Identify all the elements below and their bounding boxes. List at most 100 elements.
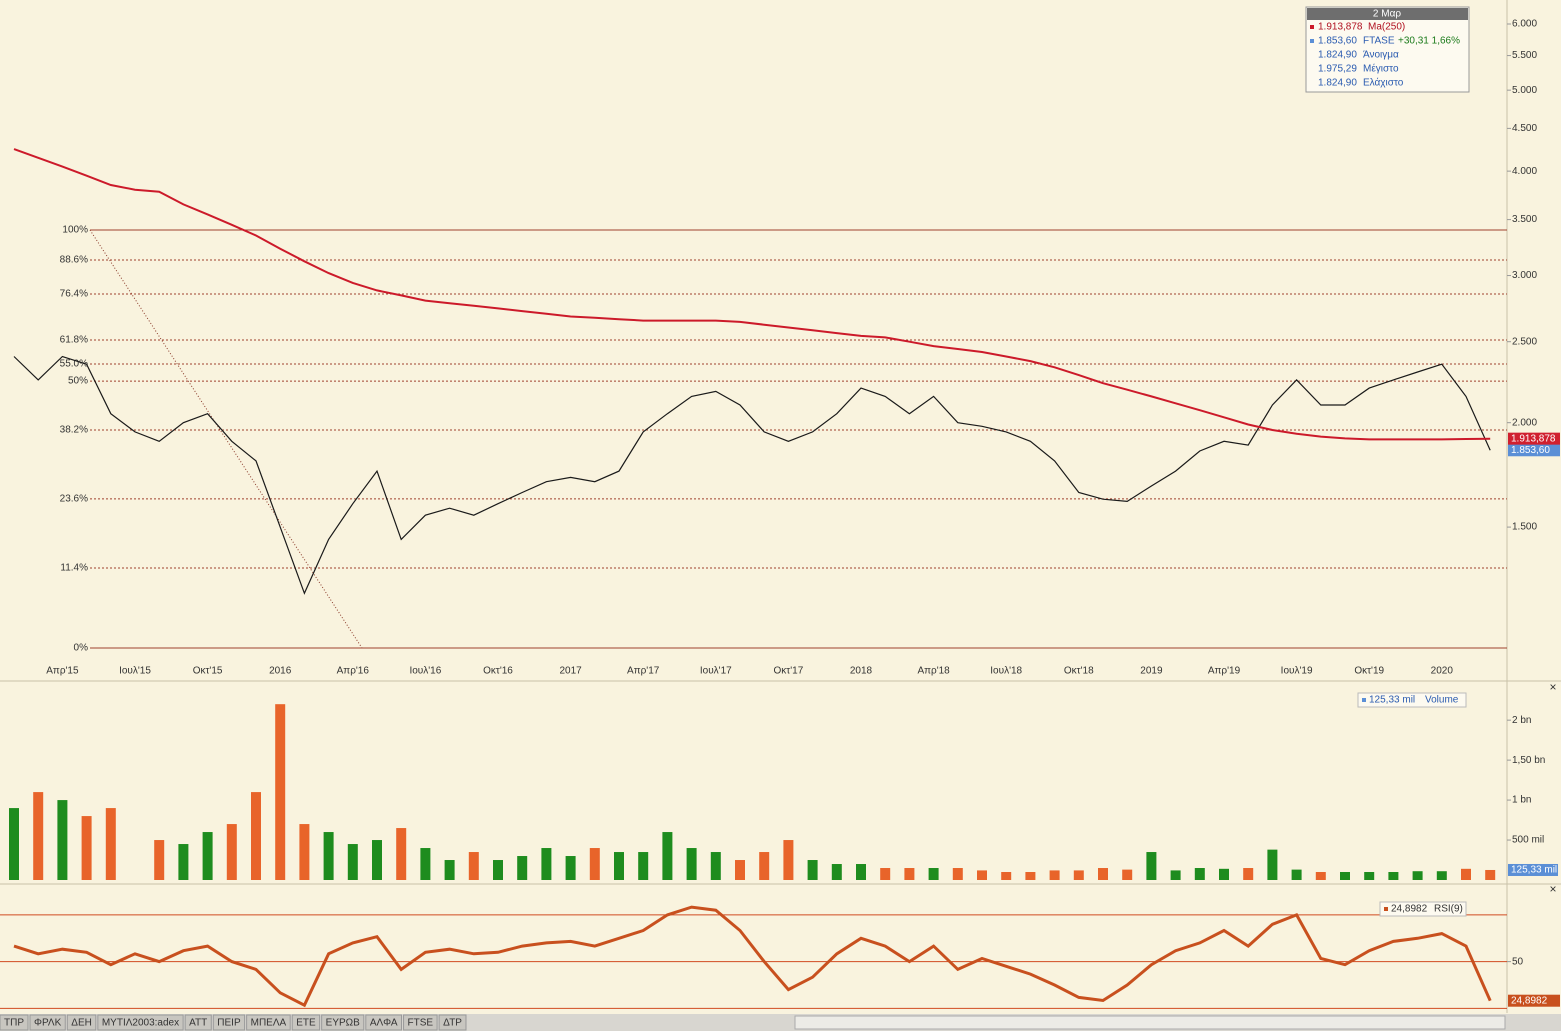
tab[interactable] bbox=[291, 1014, 321, 1031]
tab-label: ΠΕΙΡ bbox=[217, 1018, 241, 1029]
fib-label: 100% bbox=[62, 225, 88, 236]
volume-bar bbox=[178, 844, 189, 880]
legend-box bbox=[1305, 6, 1470, 93]
volume-bar bbox=[1219, 868, 1229, 880]
volume-bar bbox=[323, 832, 334, 880]
value-tag bbox=[1508, 994, 1560, 1007]
legend-swatch bbox=[1310, 25, 1314, 29]
x-tick-label: Οκτ'18 bbox=[1064, 666, 1094, 677]
x-tick-label: 2017 bbox=[559, 666, 582, 677]
x-tick-label: Ιουλ'18 bbox=[990, 666, 1022, 677]
volume-bar bbox=[33, 792, 44, 880]
y-tick-label: 1,50 bn bbox=[1512, 755, 1545, 766]
volume-bar bbox=[1049, 870, 1060, 880]
x-tick-label: Οκτ'19 bbox=[1354, 666, 1384, 677]
legend-name: Volume bbox=[1425, 695, 1459, 706]
volume-bar bbox=[1291, 869, 1302, 880]
volume-bar bbox=[9, 808, 19, 880]
tab-label: ΕΥΡΩΒ bbox=[326, 1018, 360, 1029]
legend-name: Ma(250) bbox=[1368, 22, 1405, 33]
volume-bar bbox=[396, 828, 407, 880]
close-icon[interactable]: × bbox=[1549, 680, 1556, 694]
tab-label: ΜΥΤΙΛ2003:adex bbox=[102, 1018, 179, 1029]
x-tick-label: Απρ'18 bbox=[917, 666, 950, 677]
volume-bar bbox=[759, 852, 770, 880]
x-tick-label: Οκτ'17 bbox=[774, 666, 804, 677]
volume-bar bbox=[880, 868, 891, 880]
y-tick-label: 6.000 bbox=[1512, 19, 1537, 30]
legend-swatch bbox=[1384, 907, 1388, 911]
scrollbar[interactable] bbox=[794, 1015, 1506, 1030]
volume-bar bbox=[420, 848, 431, 880]
x-tick-label: Απρ'17 bbox=[627, 666, 660, 677]
volume-bar bbox=[1485, 869, 1496, 880]
value-tag bbox=[1508, 863, 1558, 876]
series-line bbox=[13, 905, 1492, 1008]
volume-bar bbox=[928, 868, 939, 880]
legend-info-value: 1.824,90 bbox=[1318, 50, 1357, 61]
volume-bar bbox=[1364, 872, 1375, 880]
volume-bar bbox=[1436, 871, 1447, 880]
tab[interactable] bbox=[97, 1014, 184, 1031]
tab-label: ΤΠΡ bbox=[4, 1018, 24, 1029]
tab[interactable] bbox=[212, 1014, 246, 1031]
volume-bar bbox=[735, 860, 745, 880]
tab-label: ΔΕΗ bbox=[71, 1018, 92, 1029]
tab[interactable] bbox=[184, 1014, 212, 1031]
tab[interactable] bbox=[66, 1014, 97, 1031]
volume-bar bbox=[1098, 868, 1108, 880]
legend-info-value: 1.975,29 bbox=[1318, 64, 1357, 75]
volume-bar bbox=[1340, 872, 1350, 880]
volume-bar bbox=[904, 868, 915, 880]
volume-bar bbox=[589, 848, 600, 880]
legend-change: +30,31 1,66% bbox=[1398, 36, 1460, 47]
volume-bar bbox=[251, 792, 261, 880]
volume-bar bbox=[1243, 868, 1254, 880]
tab-label: FTSE bbox=[408, 1018, 434, 1029]
y-tick-label: 2.000 bbox=[1512, 417, 1537, 428]
fib-label: 23.6% bbox=[60, 494, 88, 505]
tab[interactable] bbox=[246, 1014, 291, 1031]
volume-bar bbox=[154, 840, 165, 880]
volume-bar bbox=[493, 860, 503, 880]
volume-bar bbox=[807, 860, 818, 880]
value-tag-label: 1.913,878 bbox=[1511, 433, 1556, 444]
volume-bar bbox=[299, 824, 310, 880]
y-tick-label: 500 mil bbox=[1512, 835, 1544, 846]
tab-label: ΑΛΦΑ bbox=[370, 1018, 398, 1029]
series-line bbox=[13, 355, 1491, 595]
series-line bbox=[13, 148, 1491, 441]
legend-header-bg bbox=[1307, 8, 1468, 20]
y-tick-label: 4.500 bbox=[1512, 123, 1537, 134]
tab[interactable] bbox=[365, 1014, 403, 1031]
volume-bar bbox=[1122, 869, 1133, 880]
tab[interactable] bbox=[438, 1014, 467, 1031]
fib-label: 88.6% bbox=[60, 255, 88, 266]
tab[interactable] bbox=[0, 1014, 29, 1031]
x-tick-label: Οκτ'16 bbox=[483, 666, 513, 677]
volume-bar bbox=[1267, 849, 1278, 880]
volume-bar bbox=[710, 852, 721, 880]
tab[interactable] bbox=[403, 1014, 438, 1031]
close-icon[interactable]: × bbox=[1549, 882, 1556, 896]
fib-label: 11.4% bbox=[60, 563, 88, 574]
legend-info-name: Μέγιστο bbox=[1363, 63, 1399, 75]
volume-bar bbox=[1194, 868, 1205, 880]
legend-swatch bbox=[1310, 39, 1314, 43]
volume-bar bbox=[952, 868, 963, 880]
volume-bar bbox=[1001, 872, 1012, 880]
volume-bar bbox=[347, 844, 358, 880]
x-tick-label: Οκτ'15 bbox=[193, 666, 223, 677]
volume-bar bbox=[444, 860, 455, 880]
y-tick-label: 2 bn bbox=[1512, 715, 1531, 726]
x-tick-label: 2019 bbox=[1140, 666, 1163, 677]
tab[interactable] bbox=[321, 1014, 365, 1031]
volume-bar bbox=[1388, 872, 1399, 880]
tab[interactable] bbox=[29, 1014, 66, 1031]
y-tick-label: 50 bbox=[1512, 956, 1524, 967]
volume-bar bbox=[686, 848, 697, 880]
legend-name: RSI(9) bbox=[1434, 904, 1463, 915]
volume-bar bbox=[81, 816, 92, 880]
volume-bar bbox=[275, 704, 286, 880]
